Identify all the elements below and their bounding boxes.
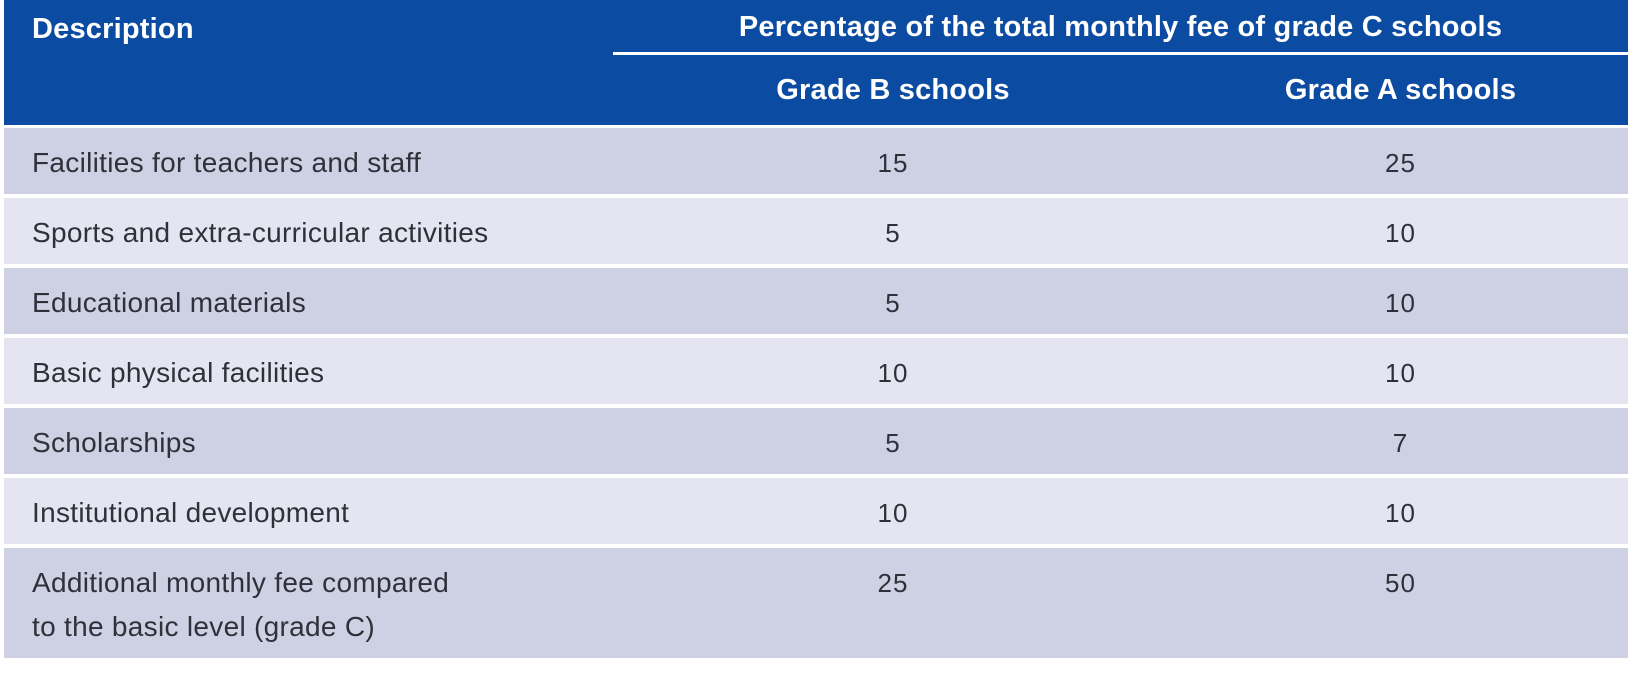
table-row: Institutional development 10 10	[4, 478, 1628, 544]
column-group-header-percentage: Percentage of the total monthly fee of g…	[613, 0, 1628, 55]
row-description: Additional monthly fee compared to the b…	[32, 567, 450, 642]
row-grade-a-value: 10	[1385, 218, 1416, 248]
column-header-description: Description	[32, 13, 194, 45]
table-row: Facilities for teachers and staff 15 25	[4, 128, 1628, 194]
row-grade-a-value: 10	[1385, 288, 1416, 318]
row-grade-a-value: 10	[1385, 498, 1416, 528]
row-grade-a-value: 50	[1385, 568, 1416, 598]
row-grade-b-value: 25	[877, 568, 909, 598]
row-grade-b-value: 10	[877, 358, 909, 388]
row-grade-b-value: 5	[885, 428, 901, 458]
row-grade-a-value: 10	[1385, 358, 1416, 388]
column-header-grade-b: Grade B schools	[776, 73, 1010, 106]
row-description: Educational materials	[32, 287, 306, 318]
row-description: Scholarships	[32, 427, 196, 458]
row-grade-b-value: 15	[877, 148, 909, 178]
row-description: Institutional development	[32, 497, 350, 528]
table-row: Additional monthly fee compared to the b…	[4, 548, 1628, 658]
row-grade-a-value: 7	[1392, 428, 1409, 458]
row-description: Sports and extra-curricular activities	[32, 217, 489, 248]
table-row: Sports and extra-curricular activities 5…	[4, 198, 1628, 264]
row-description: Facilities for teachers and staff	[32, 147, 422, 178]
fee-table: Description Percentage of the total mont…	[4, 0, 1628, 658]
table-row: Basic physical facilities 10 10	[4, 338, 1628, 404]
table-body: Facilities for teachers and staff 15 25 …	[4, 128, 1628, 658]
row-grade-a-value: 25	[1385, 148, 1416, 178]
table-row: Educational materials 5 10	[4, 268, 1628, 334]
row-grade-b-value: 10	[877, 498, 909, 528]
row-grade-b-value: 5	[885, 218, 901, 248]
table-header: Description Percentage of the total mont…	[4, 0, 1628, 125]
column-header-grade-a: Grade A schools	[1284, 73, 1517, 106]
row-grade-b-value: 5	[885, 288, 901, 318]
table-row: Scholarships 5 7	[4, 408, 1628, 474]
row-description: Basic physical facilities	[32, 357, 325, 388]
